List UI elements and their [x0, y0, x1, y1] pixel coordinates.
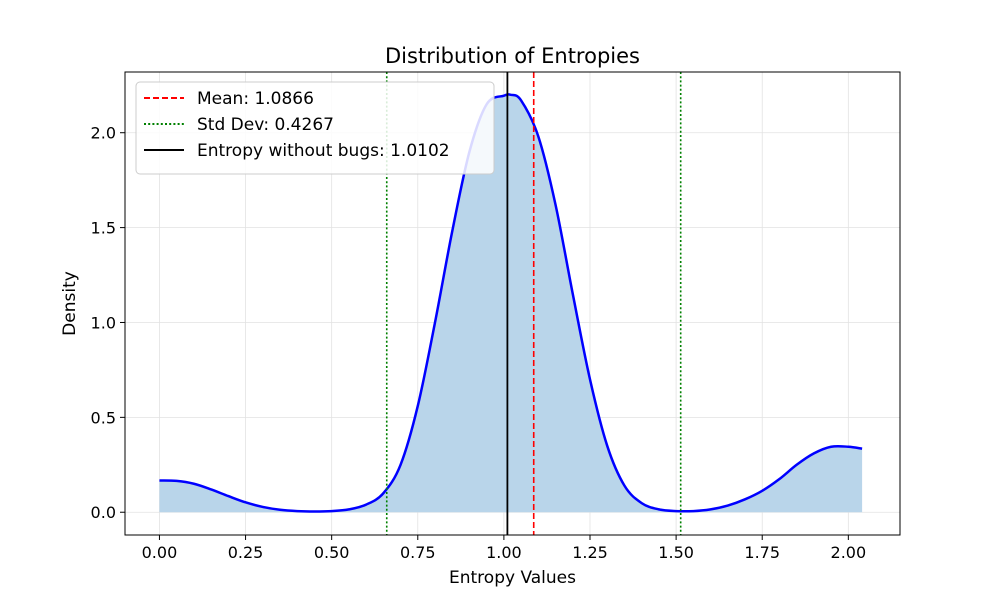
x-tick-label: 1.75 — [744, 543, 780, 562]
y-tick-label: 2.0 — [91, 124, 116, 143]
density-curve-layer — [159, 93, 863, 513]
x-axis-label: Entropy Values — [449, 568, 576, 588]
y-axis-label: Density — [60, 271, 80, 336]
density-fill-layer — [159, 94, 863, 513]
x-tick-label: 2.00 — [831, 543, 867, 562]
x-axis-ticks: 0.00 0.25 0.50 0.75 1.00 1.25 1.50 1.75 2.00 — [142, 535, 867, 562]
y-tick-label: 1.5 — [91, 219, 116, 238]
x-tick-label: 1.50 — [658, 543, 694, 562]
x-tick-label: 0.50 — [314, 543, 350, 562]
chart-title: Distribution of Entropies — [385, 44, 640, 68]
x-tick-label: 0.25 — [228, 543, 264, 562]
legend-label: Std Dev: 0.4267 — [197, 115, 334, 135]
y-tick-label: 0.5 — [91, 408, 116, 427]
y-tick-label: 0.0 — [91, 503, 116, 522]
legend-label: Mean: 1.0866 — [197, 89, 314, 109]
y-tick-label: 1.0 — [91, 313, 116, 332]
legend: Mean: 1.0866 Std Dev: 0.4267 Entropy witho… — [135, 81, 495, 175]
density-curve — [159, 93, 863, 513]
y-axis-ticks: 0.0 0.5 1.0 1.5 2.0 — [91, 124, 125, 522]
x-tick-label: 1.25 — [572, 543, 608, 562]
x-tick-label: 0.75 — [400, 543, 436, 562]
plot-area-frame — [124, 71, 901, 536]
x-tick-label: 0.00 — [142, 543, 178, 562]
x-tick-label: 1.00 — [486, 543, 522, 562]
legend-label: Entropy without bugs: 1.0102 — [197, 141, 450, 161]
legend-box — [135, 81, 495, 175]
density-area-fill — [159, 94, 863, 513]
